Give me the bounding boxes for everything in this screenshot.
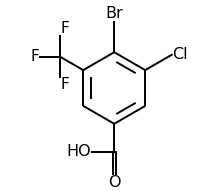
Text: O: O — [108, 175, 121, 190]
Text: F: F — [60, 77, 69, 92]
Text: Cl: Cl — [173, 47, 188, 62]
Text: F: F — [60, 21, 69, 36]
Text: F: F — [30, 49, 39, 64]
Text: Br: Br — [105, 6, 123, 21]
Text: HO: HO — [66, 144, 91, 159]
